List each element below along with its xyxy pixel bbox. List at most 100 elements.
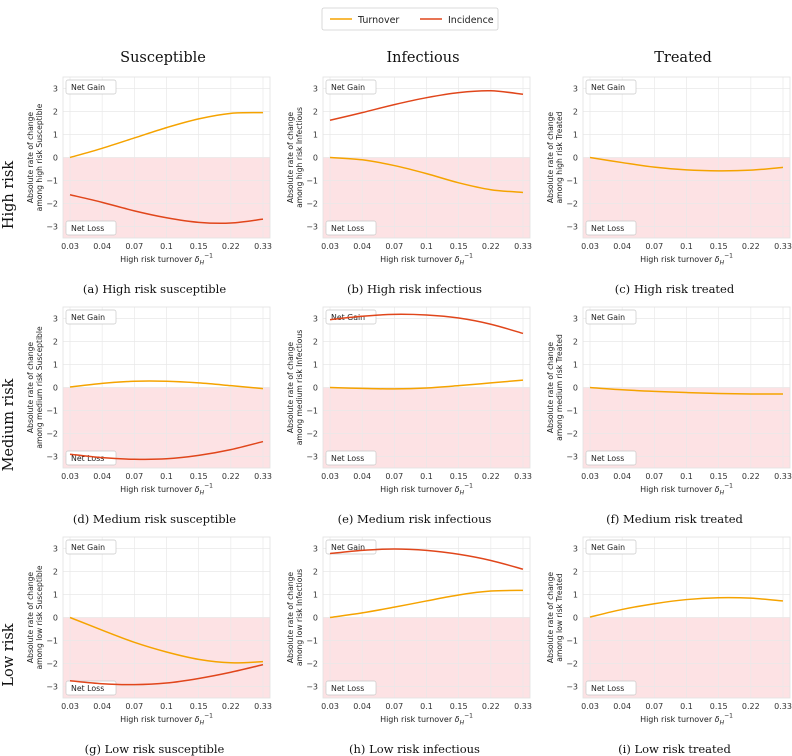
- x-tick-label: 0.1: [420, 702, 433, 711]
- x-tick-label: 0.07: [385, 242, 403, 251]
- x-tick-label: 0.1: [160, 702, 173, 711]
- x-tick-label: 0.04: [613, 702, 631, 711]
- net-gain-label-box: [585, 539, 637, 555]
- y-tick-label: 1: [313, 361, 318, 370]
- y-tick-label: 0: [313, 614, 318, 623]
- x-tick-label: 0.04: [613, 472, 631, 481]
- plot-frame: [62, 76, 271, 239]
- y-tick-label: −3: [566, 453, 578, 462]
- x-tick-label: 0.22: [742, 472, 760, 481]
- x-axis-label: High risk turnover δH−1: [380, 483, 473, 497]
- y-axis-label: Absolute rate of changeamong high risk I…: [286, 107, 304, 208]
- series-line-incidence: [329, 548, 524, 570]
- net-loss-label: Net Loss: [71, 454, 104, 463]
- panel-caption: (d) Medium risk susceptible: [73, 512, 236, 526]
- x-tick-label: 0.03: [581, 702, 599, 711]
- x-tick-label: 0.33: [514, 702, 532, 711]
- y-tick-label: −2: [46, 660, 58, 669]
- y-tick-label: 2: [313, 568, 318, 577]
- x-tick-label: 0.22: [482, 242, 500, 251]
- y-tick-label: −3: [306, 683, 318, 692]
- x-tick-label: 0.22: [222, 472, 240, 481]
- plot-frame: [322, 536, 531, 699]
- y-axis-label: Absolute rate of changeamong high risk S…: [26, 103, 44, 211]
- y-tick-label: 0: [573, 614, 578, 623]
- x-tick-label: 0.04: [353, 702, 371, 711]
- y-tick-label: 1: [53, 361, 58, 370]
- x-tick-label: 0.33: [774, 702, 792, 711]
- y-tick-label: 3: [53, 545, 58, 554]
- x-tick-label: 0.33: [254, 242, 272, 251]
- x-tick-label: 0.03: [61, 242, 79, 251]
- legend-incidence-label: Incidence: [448, 15, 494, 26]
- panel-d: 3 2 1 0 −1 −2 −3 0.03 0.04 0.07 0.1 0.15 0.22 0.33 Hig…: [26, 306, 272, 526]
- y-axis-label: Absolute rate of changeamong low risk Tr…: [546, 572, 564, 663]
- y-tick-label: 0: [53, 154, 58, 163]
- series-line-turnover: [589, 386, 784, 395]
- y-axis-label: Absolute rate of changeamong low risk Su…: [26, 565, 44, 669]
- net-gain-label: Net Gain: [331, 83, 365, 92]
- x-tick-label: 0.22: [222, 242, 240, 251]
- x-tick-label: 0.15: [710, 242, 728, 251]
- row-header-low-risk: Low risk: [1, 623, 17, 686]
- panel-b: 3 2 1 0 −1 −2 −3 0.03 0.04 0.07 0.1 0.15 0.22 0.33 Hig…: [286, 76, 532, 296]
- y-tick-label: 0: [53, 614, 58, 623]
- net-loss-label: Net Loss: [591, 454, 624, 463]
- panel-caption: (a) High risk susceptible: [83, 282, 226, 296]
- y-tick-label: 1: [573, 591, 578, 600]
- net-loss-label: Net Loss: [71, 684, 104, 693]
- x-axis-label: High risk turnover δH−1: [120, 713, 213, 727]
- panel-caption: (i) Low risk treated: [618, 742, 731, 756]
- net-gain-label-box: [585, 79, 637, 95]
- y-tick-label: −1: [566, 637, 578, 646]
- y-tick-label: 3: [573, 545, 578, 554]
- y-tick-label: −1: [566, 407, 578, 416]
- panel-caption: (h) Low risk infectious: [349, 742, 480, 756]
- y-tick-label: 3: [313, 315, 318, 324]
- y-tick-label: 2: [573, 568, 578, 577]
- y-tick-label: −2: [46, 200, 58, 209]
- net-loss-label-box: [325, 220, 377, 236]
- y-tick-label: 0: [573, 384, 578, 393]
- y-tick-label: 1: [573, 361, 578, 370]
- y-tick-label: −2: [306, 430, 318, 439]
- y-tick-label: −2: [566, 200, 578, 209]
- plot-frame: [62, 306, 271, 469]
- x-tick-label: 0.15: [710, 702, 728, 711]
- x-tick-label: 0.07: [645, 242, 663, 251]
- legend: Turnover Incidence: [321, 7, 499, 31]
- panel-caption: (c) High risk treated: [615, 282, 735, 296]
- x-tick-label: 0.1: [160, 472, 173, 481]
- panel-caption: (b) High risk infectious: [347, 282, 482, 296]
- y-tick-label: −2: [306, 200, 318, 209]
- series-line-turnover: [69, 380, 264, 390]
- net-loss-label-box: [325, 450, 377, 466]
- net-loss-label-box: [325, 680, 377, 696]
- y-tick-label: 3: [53, 315, 58, 324]
- panel-c: 3 2 1 0 −1 −2 −3 0.03 0.04 0.07 0.1 0.15 0.22 0.33 Hig…: [546, 76, 792, 296]
- plot-frame: [582, 306, 791, 469]
- panel-f: 3 2 1 0 −1 −2 −3 0.03 0.04 0.07 0.1 0.15 0.22 0.33 Hig…: [546, 306, 792, 526]
- panel-h: 3 2 1 0 −1 −2 −3 0.03 0.04 0.07 0.1 0.15 0.22 0.33 Hig…: [286, 536, 532, 756]
- y-tick-label: −2: [566, 430, 578, 439]
- x-tick-label: 0.15: [190, 702, 208, 711]
- panel-caption: (g) Low risk susceptible: [85, 742, 225, 756]
- x-tick-label: 0.07: [385, 702, 403, 711]
- y-tick-label: 2: [53, 568, 58, 577]
- x-tick-label: 0.15: [710, 472, 728, 481]
- y-axis-label: Absolute rate of changeamong low risk In…: [286, 569, 304, 666]
- y-tick-label: 3: [573, 85, 578, 94]
- x-tick-label: 0.1: [680, 242, 693, 251]
- panel-i: 3 2 1 0 −1 −2 −3 0.03 0.04 0.07 0.1 0.15 0.22 0.33 Hig…: [546, 536, 792, 756]
- y-tick-label: 2: [313, 338, 318, 347]
- y-tick-label: −1: [566, 177, 578, 186]
- y-tick-label: −2: [566, 660, 578, 669]
- x-tick-label: 0.04: [93, 472, 111, 481]
- y-tick-label: −2: [46, 430, 58, 439]
- x-tick-label: 0.1: [420, 242, 433, 251]
- panel-caption: (f) Medium risk treated: [606, 512, 743, 526]
- net-gain-label: Net Gain: [71, 543, 105, 552]
- x-tick-label: 0.03: [61, 702, 79, 711]
- net-gain-label-box: [65, 539, 117, 555]
- column-header-susceptible: Susceptible: [120, 50, 206, 66]
